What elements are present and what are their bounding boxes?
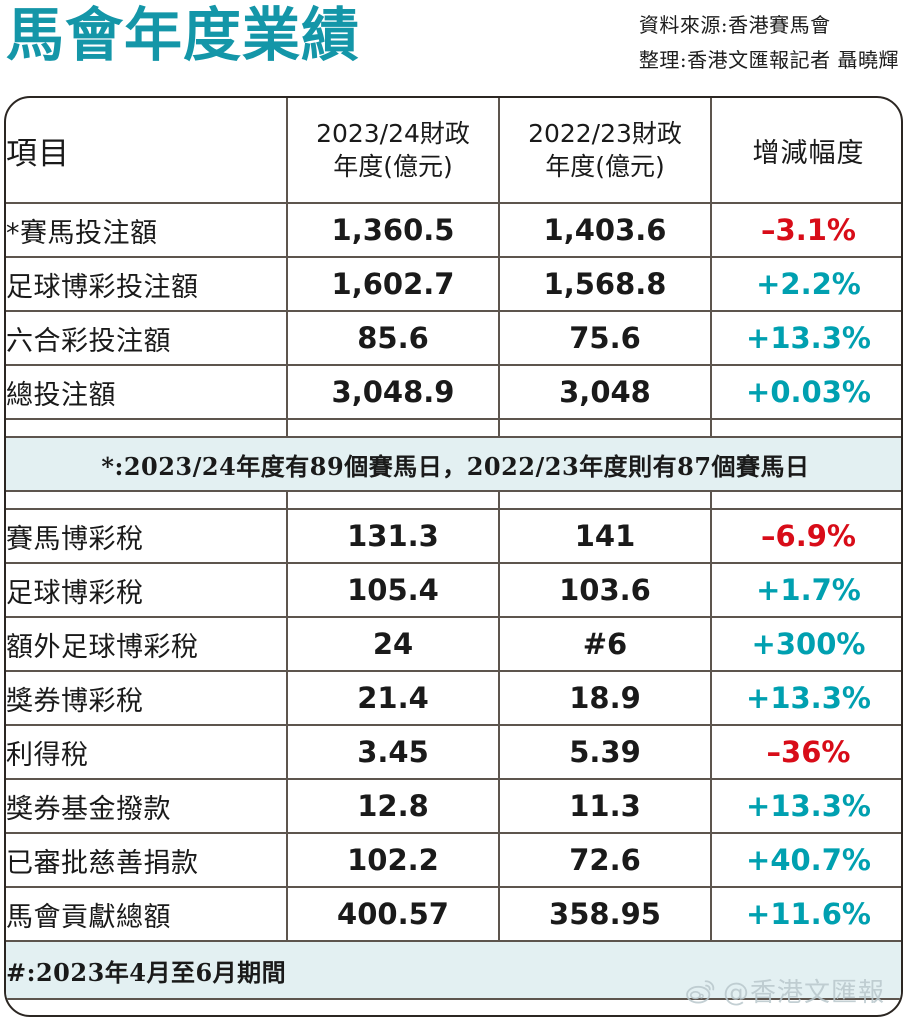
footnote-text: *:2023/24年度有89個賽馬日，2022/23年度則有87個賽馬日: [6, 437, 901, 492]
row-value-fy2324: 24: [287, 617, 500, 672]
row-change: +13.3%: [711, 671, 901, 726]
row-value-fy2324: 3.45: [287, 725, 500, 780]
table-row: 獎券基金撥款 12.8 11.3 +13.3%: [6, 779, 901, 834]
row-value-fy2223: 11.3: [499, 779, 712, 834]
infographic-header: 馬會年度業績 資料來源:香港賽馬會 整理:香港文匯報記者 聶曉輝: [0, 0, 907, 96]
table-row: 額外足球博彩稅 24 #6 +300%: [6, 617, 901, 672]
row-value-fy2223: 1,403.6: [499, 203, 712, 258]
row-value-fy2223: #6: [499, 617, 712, 672]
row-value-fy2324: 3,048.9: [287, 365, 500, 420]
row-value-fy2324: 21.4: [287, 671, 500, 726]
column-header-fy2324: 2023/24財政 年度(億元): [287, 98, 500, 204]
table-row: 賽馬博彩稅 131.3 141 –6.9%: [6, 509, 901, 564]
row-change: +13.3%: [711, 311, 901, 366]
gap-cell: [287, 491, 500, 510]
row-value-fy2324: 1,360.5: [287, 203, 500, 258]
row-label: 賽馬博彩稅: [6, 509, 288, 564]
footnote-band-period: #:2023年4月至6月期間: [6, 941, 901, 1000]
row-change: +11.6%: [711, 887, 901, 942]
row-value-fy2324: 12.8: [287, 779, 500, 834]
row-change: –36%: [711, 725, 901, 780]
row-change: –6.9%: [711, 509, 901, 564]
row-label: 利得稅: [6, 725, 288, 780]
row-value-fy2324: 102.2: [287, 833, 500, 888]
row-label: 足球博彩投注額: [6, 257, 288, 312]
row-label: 馬會貢獻總額: [6, 887, 288, 942]
table-row: 足球博彩投注額 1,602.7 1,568.8 +2.2%: [6, 257, 901, 312]
gap-cell: [287, 419, 500, 438]
source-line: 資料來源:香港賽馬會: [638, 13, 831, 37]
column-header-fy2324-line2: 年度(億元): [333, 152, 453, 181]
row-label: 足球博彩稅: [6, 563, 288, 618]
table-row: 總投注額 3,048.9 3,048 +0.03%: [6, 365, 901, 420]
column-header-item: 項目: [6, 98, 288, 204]
row-value-fy2223: 18.9: [499, 671, 712, 726]
row-value-fy2223: 75.6: [499, 311, 712, 366]
section-gap: [6, 491, 901, 510]
table-row: *賽馬投注額 1,360.5 1,403.6 –3.1%: [6, 203, 901, 258]
row-change: +0.03%: [711, 365, 901, 420]
footnote-text: #:2023年4月至6月期間: [6, 941, 901, 1000]
table-row: 足球博彩稅 105.4 103.6 +1.7%: [6, 563, 901, 618]
row-value-fy2223: 358.95: [499, 887, 712, 942]
row-change: +300%: [711, 617, 901, 672]
column-header-fy2223-line2: 年度(億元): [545, 152, 665, 181]
section-gap: [6, 419, 901, 438]
gap-cell: [499, 419, 712, 438]
column-header-fy2324-line1: 2023/24財政: [316, 119, 470, 148]
gap-cell: [711, 419, 901, 438]
gap-cell: [6, 419, 288, 438]
row-label: 已審批慈善捐款: [6, 833, 288, 888]
row-value-fy2223: 72.6: [499, 833, 712, 888]
column-header-change: 增減幅度: [711, 98, 901, 204]
gap-cell: [6, 491, 288, 510]
row-value-fy2223: 141: [499, 509, 712, 564]
row-value-fy2324: 1,602.7: [287, 257, 500, 312]
row-label: 獎券基金撥款: [6, 779, 288, 834]
table-row: 馬會貢獻總額 400.57 358.95 +11.6%: [6, 887, 901, 942]
row-label: 獎券博彩稅: [6, 671, 288, 726]
row-value-fy2223: 3,048: [499, 365, 712, 420]
row-value-fy2324: 85.6: [287, 311, 500, 366]
row-change: +40.7%: [711, 833, 901, 888]
annual-results-table: 項目 2023/24財政 年度(億元) 2022/23財政 年度(億元) 增減幅…: [6, 98, 901, 1000]
row-label: 六合彩投注額: [6, 311, 288, 366]
row-change: –3.1%: [711, 203, 901, 258]
row-label: *賽馬投注額: [6, 203, 288, 258]
gap-cell: [711, 491, 901, 510]
row-value-fy2324: 105.4: [287, 563, 500, 618]
row-label: 額外足球博彩稅: [6, 617, 288, 672]
column-header-fy2223: 2022/23財政 年度(億元): [499, 98, 712, 204]
row-value-fy2324: 131.3: [287, 509, 500, 564]
table-row: 六合彩投注額 85.6 75.6 +13.3%: [6, 311, 901, 366]
table-row: 獎券博彩稅 21.4 18.9 +13.3%: [6, 671, 901, 726]
footnote-band-horse-race-days: *:2023/24年度有89個賽馬日，2022/23年度則有87個賽馬日: [6, 437, 901, 492]
page-title: 馬會年度業績: [6, 1, 361, 69]
table-row: 已審批慈善捐款 102.2 72.6 +40.7%: [6, 833, 901, 888]
column-header-fy2223-line1: 2022/23財政: [528, 119, 682, 148]
source-credits: 資料來源:香港賽馬會 整理:香港文匯報記者 聶曉輝: [639, 8, 899, 78]
row-change: +1.7%: [711, 563, 901, 618]
table-row: 利得稅 3.45 5.39 –36%: [6, 725, 901, 780]
row-value-fy2223: 1,568.8: [499, 257, 712, 312]
row-value-fy2223: 103.6: [499, 563, 712, 618]
row-label: 總投注額: [6, 365, 288, 420]
editor-line: 整理:香港文匯報記者 聶曉輝: [638, 48, 899, 72]
row-value-fy2324: 400.57: [287, 887, 500, 942]
table-header-row: 項目 2023/24財政 年度(億元) 2022/23財政 年度(億元) 增減幅…: [6, 98, 901, 204]
row-value-fy2223: 5.39: [499, 725, 712, 780]
results-table-container: 項目 2023/24財政 年度(億元) 2022/23財政 年度(億元) 增減幅…: [4, 96, 903, 1017]
gap-cell: [499, 491, 712, 510]
row-change: +2.2%: [711, 257, 901, 312]
row-change: +13.3%: [711, 779, 901, 834]
